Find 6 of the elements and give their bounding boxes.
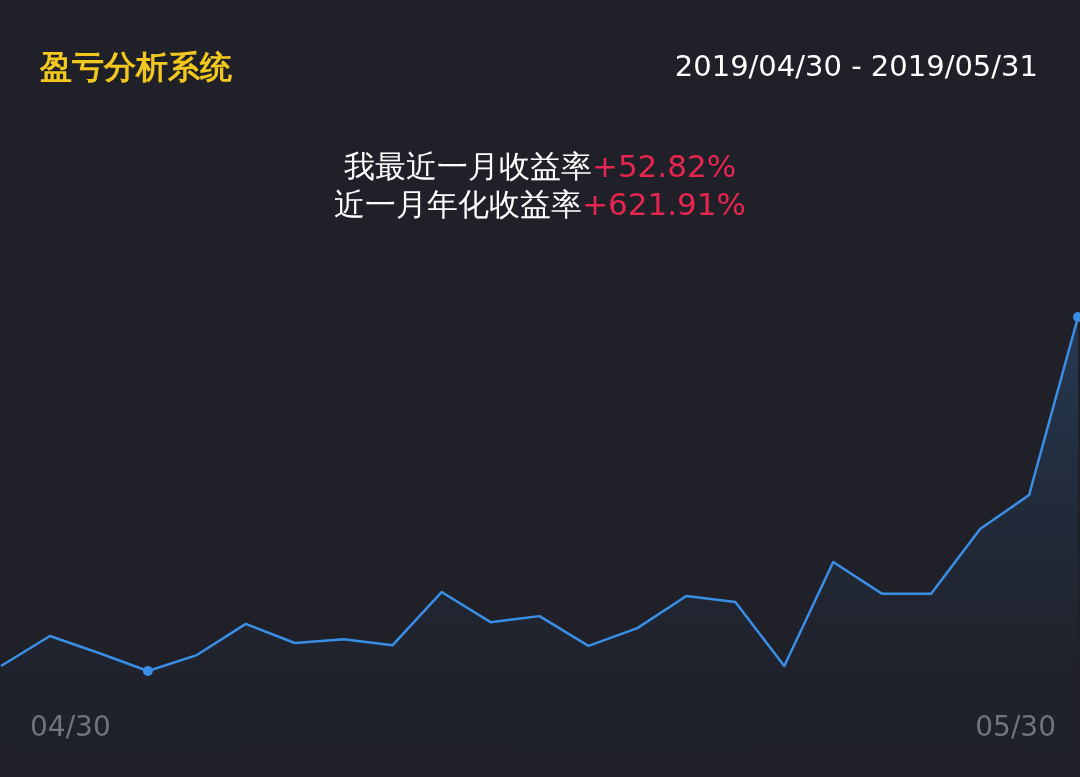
text: 近一月年化收益率+621.91% bbox=[334, 186, 746, 222]
text: 04/30 bbox=[30, 710, 111, 743]
chart-title: 盈亏分析系统 bbox=[39, 48, 233, 86]
text: 我最近一月收益率+52.82% bbox=[343, 148, 737, 184]
chart-subtitle: 2019/04/30 - 2019/05/31 bbox=[674, 49, 1038, 83]
text: 05/30 bbox=[975, 710, 1056, 743]
